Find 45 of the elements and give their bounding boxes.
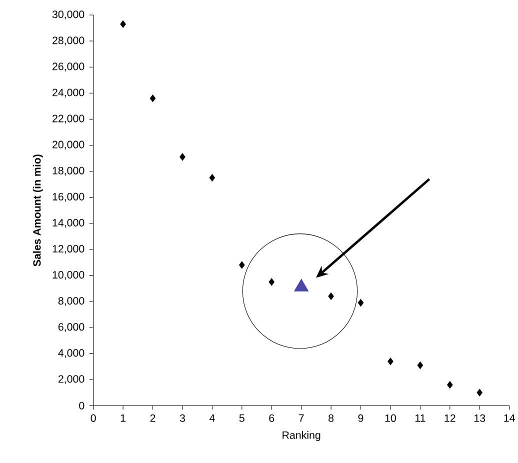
point [180, 153, 186, 161]
y-tick-label: 8,000 [58, 297, 84, 306]
point [388, 358, 394, 366]
x-tick-label: 11 [415, 414, 426, 422]
y-tick-label: 6,000 [58, 323, 84, 332]
point [358, 299, 364, 307]
y-tick-label: 20,000 [52, 140, 84, 150]
y-tick-label: 24,000 [52, 88, 84, 98]
x-tick-label: 2 [150, 414, 156, 422]
y-tick-label: 18,000 [52, 166, 84, 176]
point [209, 174, 216, 182]
y-tick-label: 0 [79, 402, 84, 410]
point [476, 388, 482, 396]
x-tick-label: 8 [328, 414, 334, 422]
x-tick-label: 9 [358, 414, 364, 422]
x-tick-label: 4 [209, 414, 215, 422]
point [120, 20, 126, 28]
point [268, 278, 274, 286]
x-tick-label: 10 [385, 414, 396, 422]
x-tick-label: 3 [180, 414, 185, 422]
y-tick-label: 28,000 [52, 36, 84, 46]
y-tick-label: 26,000 [52, 62, 84, 72]
y-tick-label: 4,000 [58, 349, 84, 358]
point [239, 261, 245, 269]
x-tick-label: 1 [120, 414, 126, 422]
x-tick-label: 0 [90, 414, 96, 422]
x-tick-label: 14 [504, 414, 515, 422]
point [150, 94, 156, 102]
x-axis-title: Ranking [282, 431, 320, 442]
y-axis-title: Sales Amount (in mio) [32, 154, 43, 266]
y-tick-label: 22,000 [52, 114, 84, 124]
x-tick-label: 13 [474, 414, 486, 422]
y-tick-label: 30,000 [52, 10, 84, 20]
y-tick-label: 16,000 [52, 192, 84, 202]
x-tick-label: 7 [298, 414, 304, 422]
x-tick-label: 5 [239, 414, 244, 422]
point [417, 362, 424, 370]
y-tick-label: 12,000 [52, 244, 84, 254]
x-tick-label: 12 [444, 414, 456, 422]
y-tick-label: 10,000 [52, 271, 84, 280]
point [328, 292, 334, 300]
x-tick-label: 6 [269, 414, 274, 422]
y-tick-label: 14,000 [52, 218, 84, 228]
point [447, 381, 453, 389]
y-tick-label: 2,000 [58, 375, 84, 384]
